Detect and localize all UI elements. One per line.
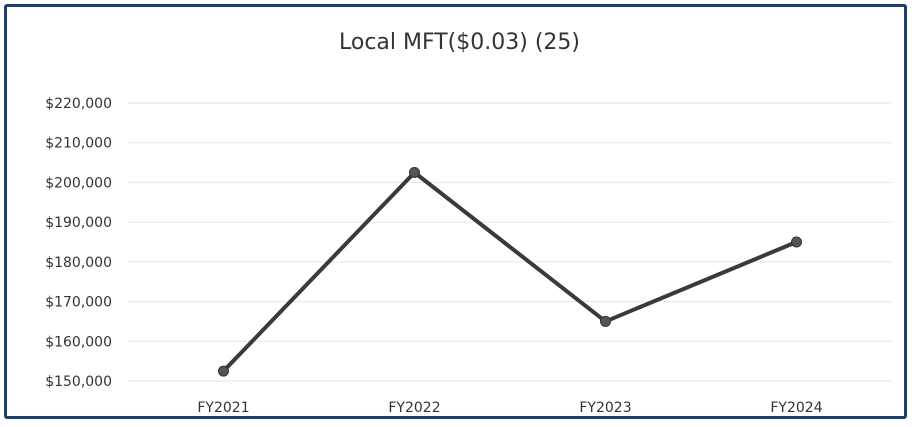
y-tick-label: $150,000 (45, 374, 112, 390)
series-line (222, 170, 798, 373)
y-axis: $150,000 $160,000 $170,000 $180,000 $190,000… (45, 96, 112, 390)
chart-title: Local MFT($0.03) (25) (338, 30, 580, 55)
x-axis: FY2021 FY2022 FY2023 FY2024 (197, 400, 822, 416)
grid-lines (128, 102, 892, 382)
y-tick-label: $160,000 (45, 334, 112, 350)
y-tick-label: $210,000 (45, 136, 112, 152)
y-tick-label: $180,000 (45, 255, 112, 271)
y-tick-label: $190,000 (45, 215, 112, 231)
y-tick-label: $170,000 (45, 295, 112, 311)
x-tick-label: FY2021 (197, 400, 249, 416)
data-point (218, 365, 229, 377)
data-point (600, 315, 611, 327)
y-tick-label: $220,000 (45, 96, 112, 112)
x-tick-label: FY2023 (579, 400, 631, 416)
data-point (791, 236, 802, 248)
x-tick-label: FY2022 (388, 400, 440, 416)
data-point (409, 167, 420, 178)
x-tick-label: FY2024 (770, 400, 822, 416)
y-tick-label: $200,000 (45, 175, 112, 191)
series (218, 167, 802, 377)
chart-frame (4, 4, 907, 419)
